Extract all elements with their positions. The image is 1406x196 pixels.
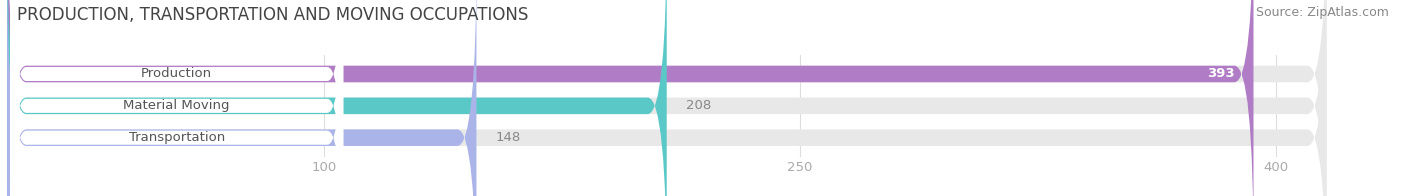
FancyBboxPatch shape bbox=[7, 0, 1326, 196]
FancyBboxPatch shape bbox=[7, 0, 1254, 196]
Text: Production: Production bbox=[141, 67, 212, 81]
Text: PRODUCTION, TRANSPORTATION AND MOVING OCCUPATIONS: PRODUCTION, TRANSPORTATION AND MOVING OC… bbox=[17, 6, 529, 24]
FancyBboxPatch shape bbox=[10, 0, 343, 196]
FancyBboxPatch shape bbox=[10, 0, 343, 196]
Text: 393: 393 bbox=[1206, 67, 1234, 81]
FancyBboxPatch shape bbox=[7, 0, 1326, 196]
Text: 208: 208 bbox=[686, 99, 711, 112]
Text: Material Moving: Material Moving bbox=[124, 99, 231, 112]
Text: Transportation: Transportation bbox=[128, 131, 225, 144]
FancyBboxPatch shape bbox=[7, 0, 477, 196]
FancyBboxPatch shape bbox=[7, 0, 1326, 196]
FancyBboxPatch shape bbox=[7, 0, 666, 196]
Text: Source: ZipAtlas.com: Source: ZipAtlas.com bbox=[1256, 6, 1389, 19]
FancyBboxPatch shape bbox=[10, 0, 343, 196]
Text: 148: 148 bbox=[495, 131, 520, 144]
